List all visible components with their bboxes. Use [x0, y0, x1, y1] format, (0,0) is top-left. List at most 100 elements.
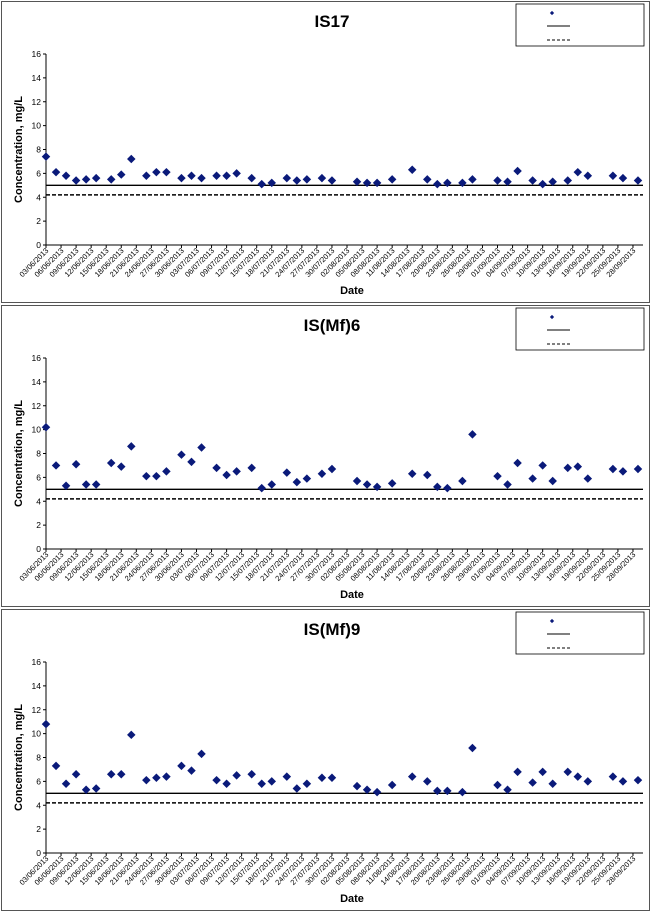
data-point	[257, 779, 266, 789]
data-point	[372, 178, 382, 188]
data-point	[257, 179, 266, 189]
data-point	[212, 171, 221, 181]
chart-title: IS(Mf)6	[304, 316, 361, 335]
data-point	[372, 787, 382, 797]
data-point	[282, 468, 292, 477]
data-point	[267, 480, 276, 489]
chart-ismf9: IS(Mf)9024681012141603/06/201306/06/2013…	[13, 611, 645, 905]
data-point	[583, 474, 593, 483]
y-axis-label: Concentration, mg/L	[13, 400, 25, 507]
data-point	[106, 175, 116, 184]
y-tick-label: 14	[32, 377, 42, 387]
data-point	[548, 476, 557, 486]
data-point	[117, 462, 126, 471]
y-axis-label: Concentration, mg/L	[13, 96, 25, 203]
chart-title: IS(Mf)9	[304, 620, 361, 639]
data-point	[423, 175, 432, 184]
x-axis-label: Date	[340, 285, 364, 297]
y-axis-label: Concentration, mg/L	[13, 704, 25, 811]
chart-panel-is17: IS17 0 2 4 6 8 10 12 14 16 03/06/2013 06/06/2013 09/…	[1, 1, 650, 303]
data-point	[608, 772, 618, 781]
data-point	[573, 167, 583, 177]
data-point	[106, 769, 116, 779]
data-point	[317, 173, 327, 183]
data-point	[127, 730, 136, 740]
data-point	[177, 761, 186, 771]
data-point	[282, 173, 292, 183]
data-point	[468, 430, 477, 439]
data-point	[292, 477, 302, 487]
data-point	[317, 773, 327, 783]
data-point	[81, 175, 91, 184]
y-tick-label: 2	[36, 520, 41, 530]
data-point	[513, 166, 522, 176]
data-point	[608, 171, 618, 181]
data-point	[443, 178, 452, 188]
legend-box	[515, 3, 645, 47]
chart-is17: IS17024681012141603/06/201306/06/201309/…	[13, 3, 645, 297]
data-point	[433, 786, 442, 796]
data-point	[618, 777, 628, 786]
data-point	[352, 476, 362, 486]
data-point	[327, 464, 337, 474]
data-point	[493, 780, 502, 790]
data-point	[423, 777, 432, 786]
data-point	[433, 482, 442, 492]
data-point	[247, 173, 256, 183]
data-point	[573, 462, 583, 471]
data-point	[71, 460, 81, 469]
y-tick-label: 12	[32, 401, 42, 411]
data-point	[247, 769, 256, 779]
data-point	[197, 443, 206, 452]
data-point	[61, 481, 71, 490]
y-tick-label: 2	[36, 216, 41, 226]
y-tick-label: 6	[36, 168, 41, 178]
data-point	[633, 775, 643, 785]
data-point	[528, 474, 537, 483]
data-point	[503, 785, 512, 794]
data-point	[302, 175, 312, 184]
data-point	[563, 767, 572, 777]
data-point	[106, 458, 116, 468]
data-point	[618, 467, 628, 476]
data-point	[538, 767, 547, 777]
data-point	[81, 480, 91, 489]
data-point	[468, 743, 477, 753]
y-tick-label: 14	[32, 681, 42, 691]
data-point	[513, 458, 522, 468]
data-point	[387, 780, 397, 790]
data-point	[493, 176, 502, 185]
y-tick-label: 14	[32, 73, 42, 83]
data-point	[142, 775, 151, 785]
data-point	[51, 461, 61, 470]
data-point	[222, 171, 231, 181]
data-point	[503, 480, 512, 489]
data-point	[563, 463, 572, 473]
data-point	[51, 167, 61, 177]
data-point	[458, 787, 467, 797]
data-point	[142, 471, 151, 481]
data-point	[317, 469, 327, 479]
data-point	[142, 171, 151, 181]
data-point	[51, 761, 61, 771]
y-tick-label: 4	[36, 800, 41, 810]
data-point	[538, 461, 547, 470]
x-axis-label: Date	[340, 893, 364, 905]
y-tick-label: 16	[32, 49, 42, 59]
data-point	[302, 779, 312, 789]
data-point	[117, 170, 126, 179]
data-point	[71, 769, 81, 779]
data-point	[387, 479, 397, 488]
y-tick-label: 10	[32, 729, 42, 739]
data-point	[362, 480, 372, 489]
data-point	[433, 179, 442, 189]
legend	[515, 3, 645, 47]
chart-panel-ismf6: IS(Mf)6 0 2 4 6 8 10 12 14 16 03/06/2013 06/06/2013…	[1, 305, 650, 607]
data-point	[197, 173, 206, 183]
data-point	[352, 177, 362, 186]
data-point	[162, 167, 171, 177]
data-point	[187, 766, 196, 775]
data-point	[327, 176, 337, 185]
data-point	[152, 167, 161, 177]
data-point	[127, 442, 136, 451]
